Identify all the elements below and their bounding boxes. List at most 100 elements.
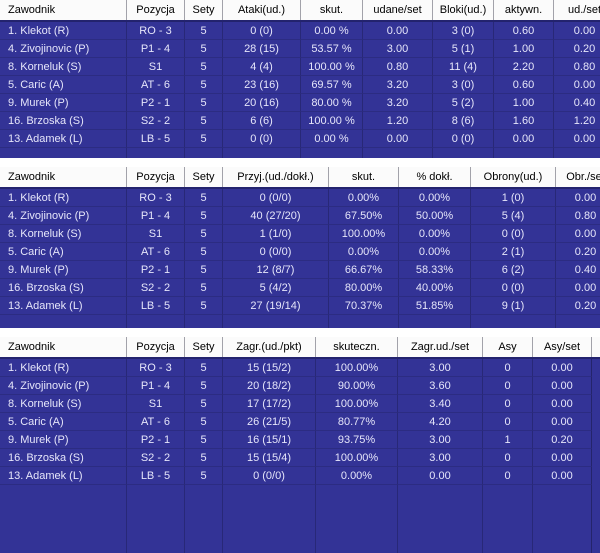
stat-cell: 0.00: [532, 395, 592, 413]
player-name: 4. Zivojinovic (P): [0, 377, 126, 395]
column-header[interactable]: Zawodnik: [8, 4, 56, 16]
stat-cell: 69.57 %: [300, 76, 362, 94]
filler-cell: [555, 315, 600, 328]
stat-cell: 5: [184, 225, 222, 243]
player-row[interactable]: 9. Murek (P) P2 - 1 5 16 (15/1) 93.75% 3.00 1 0…: [0, 431, 600, 449]
column-header[interactable]: Sety: [184, 0, 222, 20]
column-header[interactable]: skut.: [328, 167, 398, 187]
player-name: 9. Murek (P): [0, 94, 126, 112]
column-header[interactable]: % dokł.: [398, 167, 470, 187]
column-header[interactable]: Pozycja: [126, 167, 184, 187]
player-row[interactable]: 5. Caric (A) AT - 6 5 23 (16) 69.57 % 3.20 3 (…: [0, 76, 600, 94]
stat-cell: 0.60: [493, 22, 553, 40]
column-header[interactable]: Zawodnik: [8, 171, 56, 183]
stat-cell: 23 (16): [222, 76, 300, 94]
player-name: 13. Adamek (L): [0, 467, 126, 485]
stat-cell: P1 - 4: [126, 377, 184, 395]
stat-cell: 3.40: [397, 395, 482, 413]
column-header[interactable]: Pozycja: [126, 0, 184, 20]
column-header[interactable]: udane/set: [362, 0, 432, 20]
table-filler: [0, 485, 600, 553]
player-name: 5. Caric (A): [0, 413, 126, 431]
filler-cell: [126, 485, 184, 553]
column-header[interactable]: Obr./set: [555, 167, 600, 187]
stat-cell: 17 (17/2): [222, 395, 315, 413]
stat-cell: 0.80: [362, 58, 432, 76]
stat-cell: 5 (1): [432, 40, 493, 58]
stat-cell: 6 (6): [222, 112, 300, 130]
column-header[interactable]: Asy/set: [532, 337, 592, 357]
stat-cell: 3.00: [397, 449, 482, 467]
table-header-row: Zawodnik Pozycja Sety Zagr.(ud./pkt) skutecz…: [0, 337, 600, 359]
stat-cell: 100.00 %: [300, 112, 362, 130]
player-name: 1. Klekot (R): [0, 22, 126, 40]
column-header[interactable]: Bloki(ud.): [432, 0, 493, 20]
stat-cell: 0.00%: [315, 467, 397, 485]
table-body: 1. Klekot (R) RO - 3 5 15 (15/2) 100.00% 3.00…: [0, 359, 600, 485]
player-row[interactable]: 4. Zivojinovic (P) P1 - 4 5 28 (15) 53.57 % 3…: [0, 40, 600, 58]
player-row[interactable]: 4. Zivojinovic (P) P1 - 4 5 40 (27/20) 67.50…: [0, 207, 600, 225]
stat-cell: 0: [482, 467, 532, 485]
player-row[interactable]: 8. Korneluk (S) S1 5 4 (4) 100.00 % 0.80 11 (4…: [0, 58, 600, 76]
stat-cell: 0.00%: [398, 189, 470, 207]
stat-cell: 0.00: [493, 130, 553, 148]
player-name: 5. Caric (A): [0, 76, 126, 94]
player-name: 9. Murek (P): [0, 431, 126, 449]
stat-cell: 27 (19/14): [222, 297, 328, 315]
column-header[interactable]: skuteczn.: [315, 337, 397, 357]
column-header[interactable]: skut.: [300, 0, 362, 20]
stat-cell: 5: [184, 243, 222, 261]
column-header[interactable]: Sety: [184, 167, 222, 187]
stat-cell: 12 (8/7): [222, 261, 328, 279]
table-inner: Zawodnik Pozycja Sety Ataki(ud.) skut. udane/…: [0, 0, 600, 158]
stat-cell: 5: [184, 359, 222, 377]
column-header[interactable]: Przyj.(ud./dokł.): [222, 167, 328, 187]
column-header[interactable]: Obrony(ud.): [470, 167, 555, 187]
filler-cell: [126, 315, 184, 328]
column-header[interactable]: Zagr.ud./set: [397, 337, 482, 357]
stat-cell: P2 - 1: [126, 94, 184, 112]
stat-cell: 0.60: [493, 76, 553, 94]
player-row[interactable]: 8. Korneluk (S) S1 5 1 (1/0) 100.00% 0.00% 0 (…: [0, 225, 600, 243]
stat-cell: S2 - 2: [126, 112, 184, 130]
stat-cell: 5: [184, 58, 222, 76]
filler-cell: [315, 485, 397, 553]
player-row[interactable]: 1. Klekot (R) RO - 3 5 15 (15/2) 100.00% 3.00…: [0, 359, 600, 377]
column-header[interactable]: Sety: [184, 337, 222, 357]
player-name: 4. Zivojinovic (P): [0, 207, 126, 225]
stat-cell: 0.00: [362, 22, 432, 40]
player-row[interactable]: 9. Murek (P) P2 - 1 5 12 (8/7) 66.67% 58.33% 6…: [0, 261, 600, 279]
player-row[interactable]: 8. Korneluk (S) S1 5 17 (17/2) 100.00% 3.40 0 0…: [0, 395, 600, 413]
stat-cell: 1.00: [493, 94, 553, 112]
stat-cell: 0: [482, 449, 532, 467]
column-header[interactable]: aktywn.: [493, 0, 553, 20]
column-header[interactable]: Pozycja: [126, 337, 184, 357]
player-row[interactable]: 13. Adamek (L) LB - 5 5 27 (19/14) 70.37% 51.…: [0, 297, 600, 315]
stat-cell: 0.20: [555, 243, 600, 261]
column-header[interactable]: ud./set: [553, 0, 600, 20]
stat-cell: 3.00: [397, 431, 482, 449]
player-name: 4. Zivojinovic (P): [0, 40, 126, 58]
stat-cell: 80.00%: [328, 279, 398, 297]
stat-cell: 0.00: [553, 22, 600, 40]
player-row[interactable]: 4. Zivojinovic (P) P1 - 4 5 20 (18/2) 90.00%…: [0, 377, 600, 395]
column-header[interactable]: Asy: [482, 337, 532, 357]
column-header[interactable]: Zawodnik: [8, 341, 56, 353]
stat-cell: 20 (16): [222, 94, 300, 112]
stat-cell: S1: [126, 395, 184, 413]
player-name: 16. Brzoska (S): [0, 112, 126, 130]
player-row[interactable]: 16. Brzoska (S) S2 - 2 5 15 (15/4) 100.00% 3.…: [0, 449, 600, 467]
column-header[interactable]: Ataki(ud.): [222, 0, 300, 20]
player-row[interactable]: 9. Murek (P) P2 - 1 5 20 (16) 80.00 % 3.20 5 (…: [0, 94, 600, 112]
player-row[interactable]: 5. Caric (A) AT - 6 5 26 (21/5) 80.77% 4.20 0 0…: [0, 413, 600, 431]
filler-cell: [222, 148, 300, 158]
column-header[interactable]: Zagr.(ud./pkt): [222, 337, 315, 357]
